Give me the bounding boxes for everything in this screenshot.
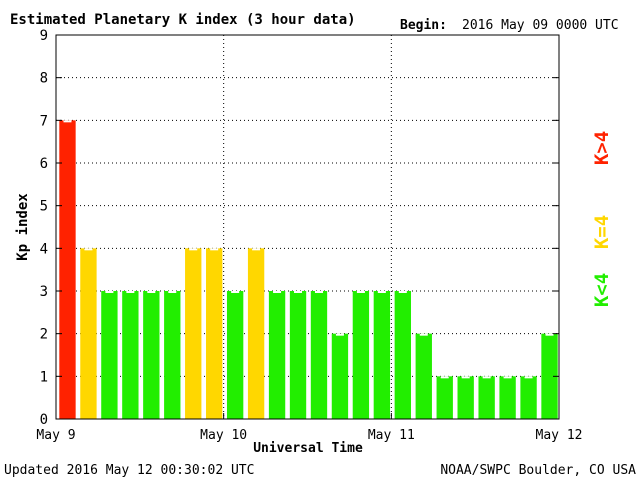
kp-bar-cap <box>147 291 156 293</box>
kp-bar <box>352 291 370 419</box>
kp-bar-cap <box>524 376 533 379</box>
chart-title: Estimated Planetary K index (3 hour data… <box>10 12 356 28</box>
legend-label: K=4 <box>591 215 613 249</box>
x-tick-label: May 11 <box>368 428 415 443</box>
kp-bar-cap <box>105 291 114 293</box>
y-tick-label: 3 <box>40 284 48 300</box>
kp-bar-cap <box>335 333 344 336</box>
x-tick-label: May 12 <box>536 428 583 443</box>
kp-bar <box>164 291 181 419</box>
y-tick-label: 9 <box>40 28 48 44</box>
kp-bar-cap <box>168 291 177 293</box>
kp-bar <box>457 376 474 419</box>
y-tick-label: 5 <box>40 199 48 215</box>
kp-bar <box>268 291 286 419</box>
y-tick-label: 7 <box>40 113 48 129</box>
kp-bar <box>143 291 160 419</box>
grid-lines <box>56 35 559 419</box>
kp-bar <box>122 291 139 419</box>
kp-bar-cap <box>63 120 72 123</box>
legend: K>4 K=4 K<4 <box>591 131 613 307</box>
kp-bar <box>436 376 453 419</box>
x-axis-label: Universal Time <box>253 441 363 456</box>
bars <box>59 120 558 419</box>
kp-bar <box>247 248 265 419</box>
kp-bar <box>541 333 558 419</box>
kp-bar-cap <box>545 333 554 336</box>
y-tick-label: 8 <box>40 71 48 87</box>
kp-bar <box>331 333 349 419</box>
kp-bar <box>185 248 202 419</box>
y-axis-label: Kp index <box>15 193 31 261</box>
kp-bar-cap <box>210 248 219 251</box>
kp-bar-cap <box>398 291 407 293</box>
kp-bar <box>394 291 411 419</box>
kp-bar-cap <box>126 291 135 293</box>
kp-bar <box>80 248 97 419</box>
kp-bar <box>373 291 391 419</box>
kp-bar-cap <box>482 376 491 379</box>
kp-bar <box>289 291 307 419</box>
kp-bar-cap <box>84 248 93 251</box>
kp-bar-cap <box>231 291 240 293</box>
kp-bar <box>478 376 495 419</box>
kp-bar-cap <box>273 291 282 293</box>
begin-label: Begin: <box>400 18 447 33</box>
kp-bar <box>101 291 118 419</box>
x-axis-ticks: May 9 May 10 May 11 May 12 <box>36 413 582 443</box>
kp-bar-cap <box>377 291 386 293</box>
legend-label: K>4 <box>591 131 613 165</box>
kp-bar <box>520 376 537 419</box>
kp-bar <box>226 291 244 419</box>
kp-bar-cap <box>419 333 428 336</box>
kp-bar-cap <box>461 376 470 379</box>
y-tick-label: 4 <box>40 241 48 257</box>
y-tick-label: 0 <box>40 412 48 428</box>
x-tick-label: May 10 <box>200 428 247 443</box>
kp-bar-cap <box>440 376 449 379</box>
begin-value: 2016 May 09 0000 UTC <box>462 18 619 33</box>
y-tick-label: 2 <box>40 327 48 343</box>
y-axis-ticks: 0 1 2 3 4 5 6 7 8 9 <box>40 28 559 428</box>
source-text: NOAA/SWPC Boulder, CO USA <box>440 463 636 478</box>
plot-frame <box>55 34 560 420</box>
kp-bar-cap <box>356 291 365 293</box>
kp-bar <box>59 120 76 419</box>
legend-label: K<4 <box>591 273 613 307</box>
kp-bar-cap <box>503 376 512 379</box>
kp-bar <box>310 291 328 419</box>
updated-text: Updated 2016 May 12 00:30:02 UTC <box>4 463 254 478</box>
kp-bar-cap <box>189 248 198 251</box>
x-tick-label: May 9 <box>36 428 75 443</box>
kp-bar-cap <box>294 291 303 293</box>
kp-bar-cap <box>252 248 261 251</box>
y-tick-label: 1 <box>40 369 48 385</box>
y-tick-label: 6 <box>40 156 48 172</box>
kp-bar <box>206 248 223 419</box>
kp-bar <box>499 376 516 419</box>
kp-bar <box>415 333 432 419</box>
kp-bar-cap <box>314 291 323 293</box>
